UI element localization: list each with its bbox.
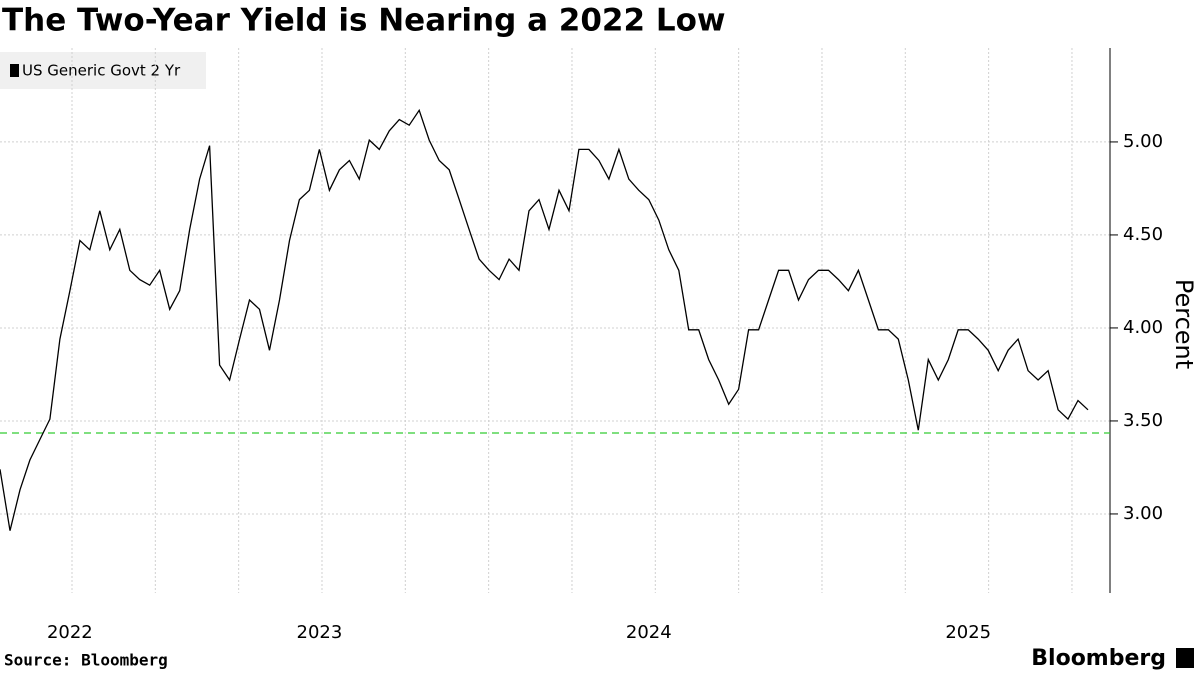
y-tick-label: 5.00	[1123, 131, 1163, 152]
x-tick-label: 2022	[47, 622, 93, 643]
series-line	[0, 108, 1089, 531]
source: Source: Bloomberg	[4, 651, 168, 670]
legend-box	[0, 52, 206, 89]
legend-label: US Generic Govt 2 Yr	[22, 62, 181, 80]
brand: Bloomberg	[1031, 646, 1166, 671]
y-tick-label: 4.50	[1123, 224, 1163, 245]
y-tick-label: 4.00	[1123, 317, 1163, 338]
x-tick-label: 2023	[297, 622, 343, 643]
y-tick-label: 3.50	[1123, 410, 1163, 431]
y-axis-title: Percent	[1170, 279, 1198, 369]
legend-swatch	[10, 64, 19, 77]
x-tick-label: 2024	[626, 622, 672, 643]
chart-title: The Two-Year Yield is Nearing a 2022 Low	[2, 3, 726, 39]
brand-icon	[1176, 648, 1194, 668]
y-tick-label: 3.00	[1123, 503, 1163, 524]
x-tick-label: 2025	[945, 622, 991, 643]
